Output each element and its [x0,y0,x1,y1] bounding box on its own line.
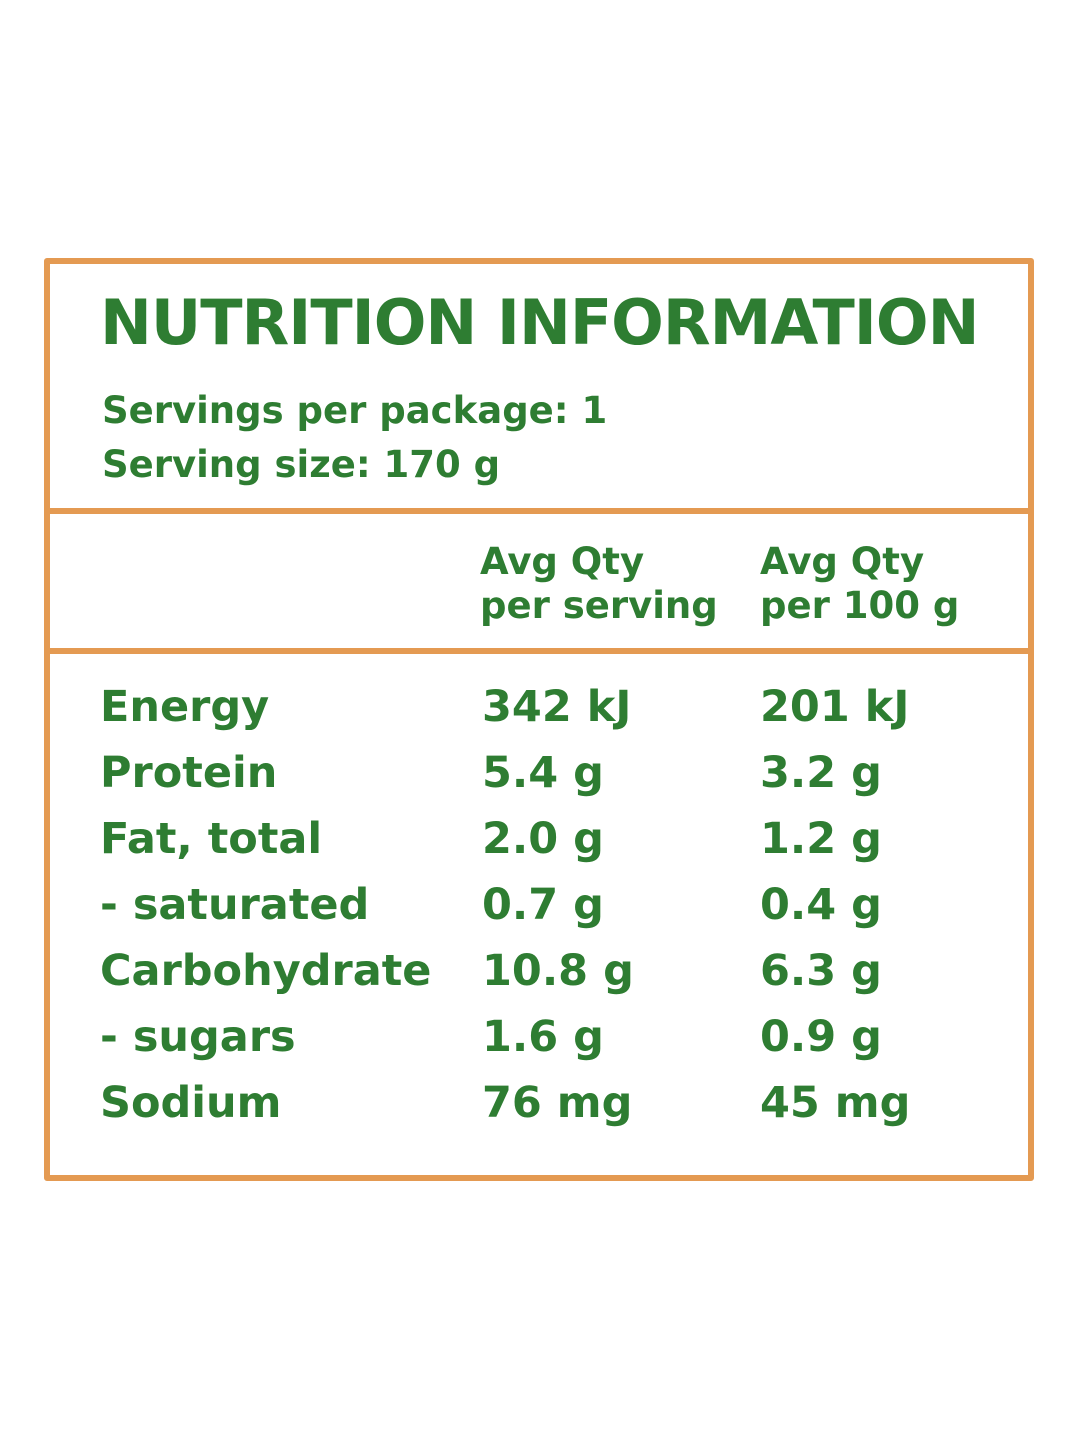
nutrient-name: - saturated [100,880,370,930]
panel-title: NUTRITION INFORMATION [100,286,979,359]
nutrient-name: Fat, total [100,814,323,864]
value-per-100g: 0.4 g [760,880,882,930]
nutrient-row: Protein 5.4 g 3.2 g [0,752,1080,818]
nutrient-row: - saturated 0.7 g 0.4 g [0,884,1080,950]
value-per-serving: 1.6 g [482,1012,604,1062]
value-per-100g: 3.2 g [760,748,882,798]
column-header-per-serving: Avg Qty per serving [480,540,718,628]
value-per-serving: 5.4 g [482,748,604,798]
nutrient-row: Fat, total 2.0 g 1.2 g [0,818,1080,884]
nutrient-name: Protein [100,748,278,798]
serving-size: Serving size: 170 g [102,443,501,486]
column-header-per-100g: Avg Qty per 100 g [760,540,959,628]
value-per-100g: 0.9 g [760,1012,882,1062]
column-header-line: Avg Qty [480,540,645,583]
nutrient-row: - sugars 1.6 g 0.9 g [0,1016,1080,1082]
nutrient-name: Sodium [100,1078,282,1128]
value-per-serving: 342 kJ [482,682,632,732]
value-per-serving: 76 mg [482,1078,633,1128]
value-per-100g: 45 mg [760,1078,911,1128]
nutrient-name: - sugars [100,1012,296,1062]
nutrient-row: Carbohydrate 10.8 g 6.3 g [0,950,1080,1016]
nutrient-name: Energy [100,682,270,732]
nutrient-row: Energy 342 kJ 201 kJ [0,686,1080,752]
value-per-serving: 2.0 g [482,814,604,864]
value-per-100g: 6.3 g [760,946,882,996]
nutrient-row: Sodium 76 mg 45 mg [0,1082,1080,1148]
value-per-100g: 1.2 g [760,814,882,864]
column-header-line: per 100 g [760,584,960,627]
value-per-serving: 10.8 g [482,946,634,996]
column-header-line: per serving [480,584,718,627]
header-divider [44,508,1034,514]
value-per-serving: 0.7 g [482,880,604,930]
column-header-divider [44,648,1034,654]
value-per-100g: 201 kJ [760,682,910,732]
servings-per-package: Servings per package: 1 [102,389,608,432]
nutrition-panel-border [44,258,1034,1181]
column-header-line: Avg Qty [760,540,925,583]
nutrient-name: Carbohydrate [100,946,432,996]
